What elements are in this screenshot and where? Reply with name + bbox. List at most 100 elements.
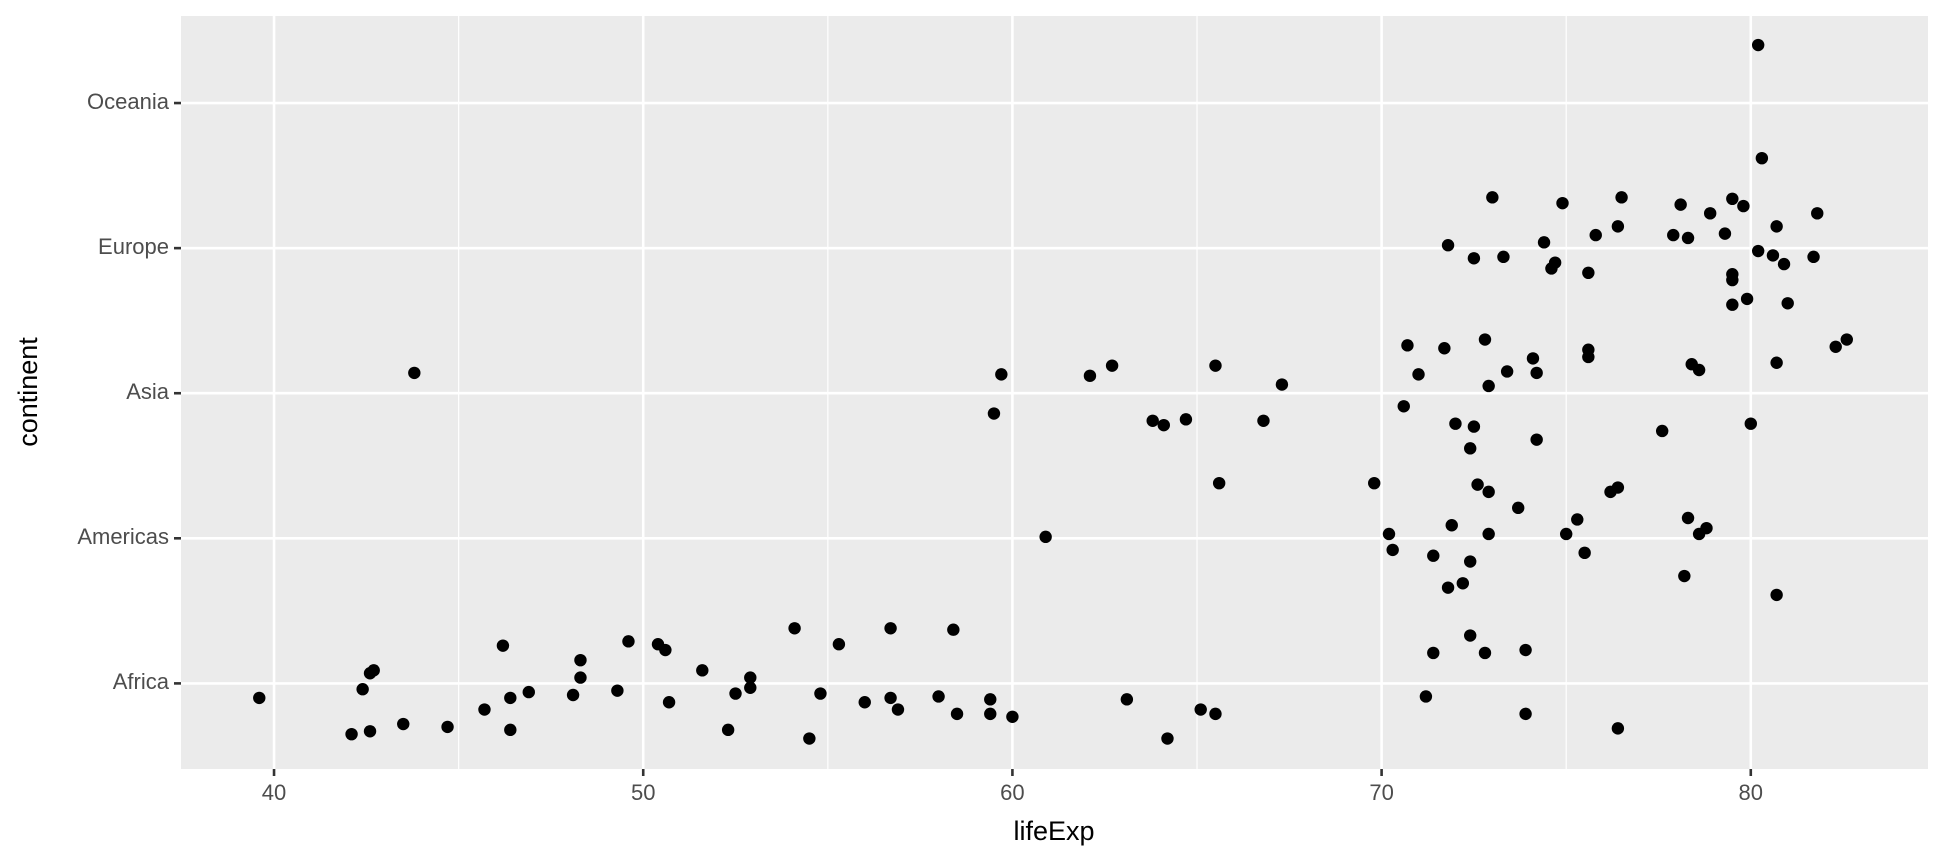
point [884,691,897,705]
point [1726,192,1739,206]
point [1157,418,1170,432]
point [1386,543,1399,557]
point [1703,207,1717,220]
point [1257,414,1270,427]
point [1438,342,1451,355]
point [1766,249,1780,262]
point [1582,350,1595,364]
point [884,622,897,635]
point [1006,710,1019,723]
point [1419,690,1433,703]
point [1681,511,1695,525]
point [1556,196,1569,210]
point [1161,732,1174,745]
point [1740,292,1754,306]
x-tick-label: 60 [1000,780,1024,805]
point [1464,555,1477,568]
point [1692,363,1706,377]
point [356,683,369,696]
point [1726,273,1739,287]
point [1611,481,1625,494]
point [1120,693,1134,706]
point [1478,333,1492,346]
y-tick-label: Europe [98,234,169,259]
point [858,696,871,709]
points [253,38,1853,745]
point [574,653,587,667]
point [1441,239,1455,252]
point [408,366,421,380]
point [1486,191,1499,204]
point [814,687,827,700]
point [1582,266,1595,280]
point [478,703,491,716]
point [729,687,742,700]
point [611,684,624,697]
point [1537,236,1551,249]
point [1441,581,1455,594]
point [441,720,454,734]
y-tick-label: Africa [113,669,170,694]
point [1589,228,1602,242]
point [1512,501,1525,515]
x-tick-label: 50 [631,780,655,805]
point [832,638,846,651]
point [1397,400,1410,413]
point [1478,646,1492,660]
point [1464,629,1477,642]
point [1275,378,1289,391]
point [891,703,905,716]
point [1482,485,1495,499]
x-axis-title: lifeExp [1013,816,1094,846]
point [1083,369,1097,383]
point [1500,365,1514,378]
y-tick-label: Americas [77,524,169,549]
point [744,681,757,694]
point [1615,191,1628,204]
point [1382,527,1396,541]
point [1530,366,1543,380]
point [1039,530,1052,544]
point [1449,417,1462,430]
point [1471,478,1484,491]
point [1770,356,1783,369]
point [1678,569,1691,583]
point [1807,250,1820,264]
point [1559,527,1573,541]
point [1105,359,1119,372]
point [932,690,945,703]
point [947,623,960,636]
point [566,688,580,702]
point [1427,549,1440,562]
y-axis-title: continent [13,337,43,447]
point [803,732,816,745]
point [788,622,801,635]
point [995,368,1008,381]
point [659,643,672,657]
point [574,671,587,684]
point [363,725,377,738]
point [504,691,517,705]
point [696,664,709,677]
point [253,691,266,705]
point [1770,220,1783,233]
point [1467,252,1481,265]
point [1482,379,1495,393]
point [1445,519,1458,532]
point [496,639,510,652]
point [744,671,757,684]
point [1497,250,1510,264]
point [1655,424,1669,438]
point [1194,703,1207,716]
point [984,693,997,706]
point [1146,414,1159,427]
point [1212,476,1226,490]
point [1777,257,1791,271]
y-tick-label: Asia [126,379,170,404]
point [1737,199,1750,213]
point [522,685,535,699]
grid [181,16,1928,769]
x-tick-label: 70 [1369,780,1393,805]
x-tick-label: 40 [262,780,286,805]
